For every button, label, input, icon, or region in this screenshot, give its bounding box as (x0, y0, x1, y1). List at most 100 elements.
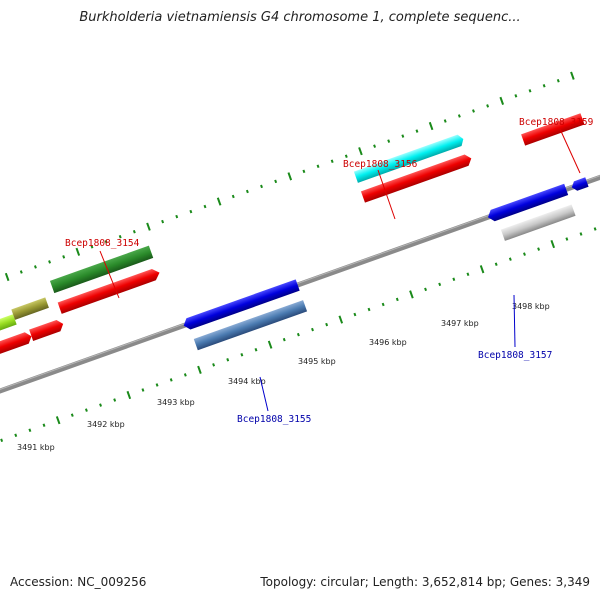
accession-text: Accession: NC_009256 (10, 575, 147, 589)
kbp-label: 3497 kbp (441, 319, 479, 328)
scale-tick (267, 340, 273, 349)
gene-label-bcep1808-3159[interactable]: Bcep1808_3159 (519, 117, 594, 128)
scale-tick (556, 79, 560, 83)
scale-tick (338, 315, 344, 324)
scale-tick (62, 255, 66, 259)
scale-tick (99, 403, 102, 407)
gene-bcep1808-3157[interactable] (500, 204, 576, 241)
gene-feature-red[interactable] (29, 318, 65, 341)
scale-tick (302, 169, 306, 174)
scale-tick (146, 222, 151, 231)
kbp-label: 3495 kbp (298, 357, 336, 366)
scale-tick (387, 139, 391, 143)
genome-summary-text: Topology: circular; Length: 3,652,814 bp… (260, 575, 590, 589)
scale-tick (260, 184, 263, 189)
scale-tick (415, 129, 419, 133)
scale-tick (358, 147, 363, 156)
gene-feature-blue[interactable] (570, 177, 589, 192)
gene-bcep1808-3159[interactable] (521, 113, 585, 146)
kbp-label: 3496 kbp (369, 338, 407, 347)
scale-tick (330, 159, 334, 164)
gene-feature-olive[interactable] (11, 297, 49, 320)
scale-tick (367, 307, 371, 312)
scale-tick (287, 172, 293, 181)
scale-tick (161, 219, 165, 224)
gene-label-bcep1808-3154[interactable]: Bcep1808_3154 (65, 238, 140, 249)
scale-tick (409, 290, 414, 299)
scale-tick (126, 390, 132, 400)
scale-tick (245, 189, 249, 194)
scale-tick (325, 322, 329, 327)
scale-tick (274, 179, 278, 184)
scale-tick (212, 363, 216, 367)
scale-tick (203, 204, 207, 209)
scale-tick (28, 428, 32, 432)
kbp-label: 3491 kbp (17, 443, 55, 452)
gene-bcep1808-3155[interactable] (193, 300, 308, 351)
scale-tick (175, 214, 179, 219)
scale-tick (155, 383, 159, 387)
gene-label-leader (377, 169, 396, 220)
scale-tick (55, 416, 61, 425)
scale-tick (216, 197, 222, 206)
scale-tick (14, 433, 18, 438)
scale-tick (472, 109, 475, 113)
gene-bcep1808-3156[interactable] (353, 133, 465, 183)
scale-tick (424, 287, 428, 292)
gene-feature-blue[interactable] (486, 183, 569, 223)
tick-row-bottom (0, 227, 597, 443)
scale-tick (353, 312, 357, 317)
scale-tick (75, 247, 81, 256)
scale-tick (537, 247, 541, 251)
scale-tick (197, 365, 202, 374)
gene-label-leader (99, 250, 120, 299)
scale-tick (4, 272, 10, 282)
scale-tick (499, 96, 505, 105)
scale-tick (579, 232, 583, 236)
scale-tick (514, 94, 518, 98)
scale-tick (70, 413, 74, 417)
gene-feature-red[interactable] (0, 331, 33, 362)
gene-feature-red[interactable] (57, 267, 162, 314)
scale-tick (141, 388, 145, 392)
scale-tick (466, 272, 470, 277)
scale-tick (428, 121, 434, 131)
scale-tick (486, 104, 490, 108)
gene-feature-lime[interactable] (0, 314, 17, 341)
scale-tick (169, 378, 173, 382)
gene-bcep1808-3154[interactable] (49, 245, 154, 294)
gene-label-bcep1808-3156[interactable]: Bcep1808_3156 (343, 159, 418, 170)
scale-tick (438, 282, 442, 287)
scale-tick (19, 270, 23, 274)
kbp-label: 3492 kbp (87, 420, 125, 429)
scale-tick (84, 408, 88, 412)
scale-tick (231, 194, 235, 199)
scale-tick (311, 327, 314, 332)
scale-tick (508, 257, 512, 261)
scale-tick (132, 229, 136, 234)
gene-label-leader (513, 294, 516, 348)
gene-feature-blue[interactable] (182, 279, 300, 331)
scale-tick (457, 114, 461, 118)
scale-tick (104, 240, 108, 244)
scale-tick (565, 237, 569, 241)
scale-tick (344, 154, 348, 158)
gene-label-bcep1808-3157[interactable]: Bcep1808_3157 (478, 350, 552, 361)
scale-tick (542, 84, 546, 88)
scale-tick (479, 265, 485, 274)
scale-tick (593, 227, 597, 231)
scale-tick (282, 337, 286, 342)
scale-tick (550, 239, 556, 249)
scale-tick (570, 71, 575, 80)
scale-tick (0, 438, 4, 443)
scale-tick (494, 262, 498, 266)
scale-tick (528, 89, 532, 93)
scale-tick (373, 144, 377, 148)
scale-tick (381, 302, 385, 307)
scale-tick (90, 245, 94, 249)
scale-tick (254, 347, 258, 352)
scale-tick (395, 297, 399, 302)
gene-feature-red[interactable] (360, 153, 473, 203)
gene-label-bcep1808-3155[interactable]: Bcep1808_3155 (237, 414, 311, 425)
